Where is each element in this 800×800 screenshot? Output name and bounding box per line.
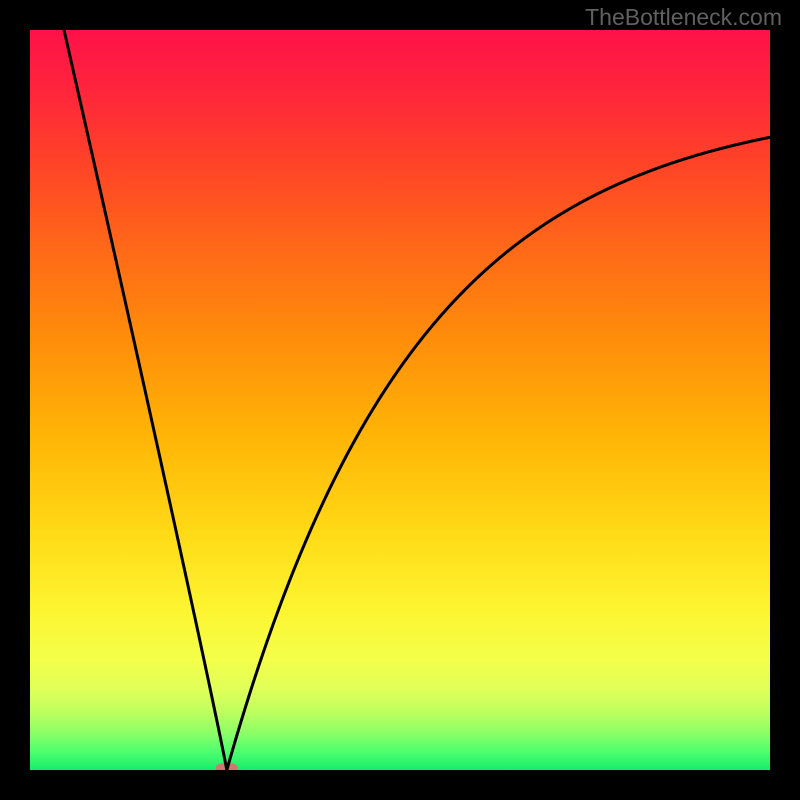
bottleneck-chart	[0, 0, 800, 800]
chart-container: TheBottleneck.com	[0, 0, 800, 800]
plot-gradient-background	[30, 30, 770, 770]
watermark-text: TheBottleneck.com	[585, 4, 782, 31]
